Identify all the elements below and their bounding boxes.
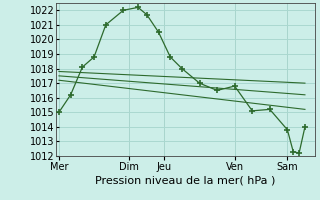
X-axis label: Pression niveau de la mer( hPa ): Pression niveau de la mer( hPa ): [95, 176, 276, 186]
